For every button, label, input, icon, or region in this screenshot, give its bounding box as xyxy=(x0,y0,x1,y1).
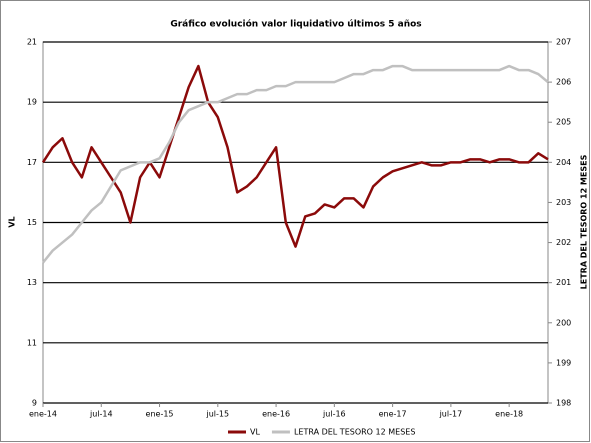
x-tick-label: ene-16 xyxy=(262,410,290,419)
y2-tick-label: 202 xyxy=(556,238,571,247)
y-tick-label: 9 xyxy=(32,399,37,408)
x-tick-label: ene-15 xyxy=(146,410,174,419)
y-tick-label: 13 xyxy=(27,278,37,287)
x-tick-label: jul-14 xyxy=(89,410,113,419)
series-line xyxy=(41,64,549,248)
y-tick-label: 11 xyxy=(27,338,37,347)
y2-tick-label: 198 xyxy=(556,399,571,408)
y2-axis-label: LETRA DEL TESORO 12 MESES xyxy=(580,154,589,289)
y-tick-label: 19 xyxy=(27,98,37,107)
y2-tick-label: 204 xyxy=(556,158,571,167)
x-tick-label: jul-15 xyxy=(206,410,230,419)
series-line xyxy=(42,64,549,264)
y2-tick-label: 201 xyxy=(556,278,571,287)
y2-tick-label: 199 xyxy=(556,358,571,367)
x-tick-label: ene-17 xyxy=(379,410,407,419)
y2-tick-label: 207 xyxy=(556,38,571,47)
y2-tick-label: 205 xyxy=(556,118,571,127)
x-tick-label: ene-14 xyxy=(29,410,57,419)
legend-label: VL xyxy=(250,428,260,437)
x-tick-label: ene-18 xyxy=(495,410,523,419)
legend-label: LETRA DEL TESORO 12 MESES xyxy=(294,428,415,437)
y2-tick-label: 203 xyxy=(556,198,571,207)
y-tick-label: 21 xyxy=(27,38,37,47)
y2-tick-label: 200 xyxy=(556,318,571,327)
y-tick-label: 15 xyxy=(27,218,37,227)
y-axis-label: VL xyxy=(8,216,17,227)
y-tick-label: 17 xyxy=(27,158,37,167)
x-tick-label: jul-17 xyxy=(439,410,463,419)
y2-tick-label: 206 xyxy=(556,78,571,87)
x-tick-label: jul-16 xyxy=(322,410,346,419)
chart-title: Gráfico evolución valor liquidativo últi… xyxy=(170,19,421,30)
